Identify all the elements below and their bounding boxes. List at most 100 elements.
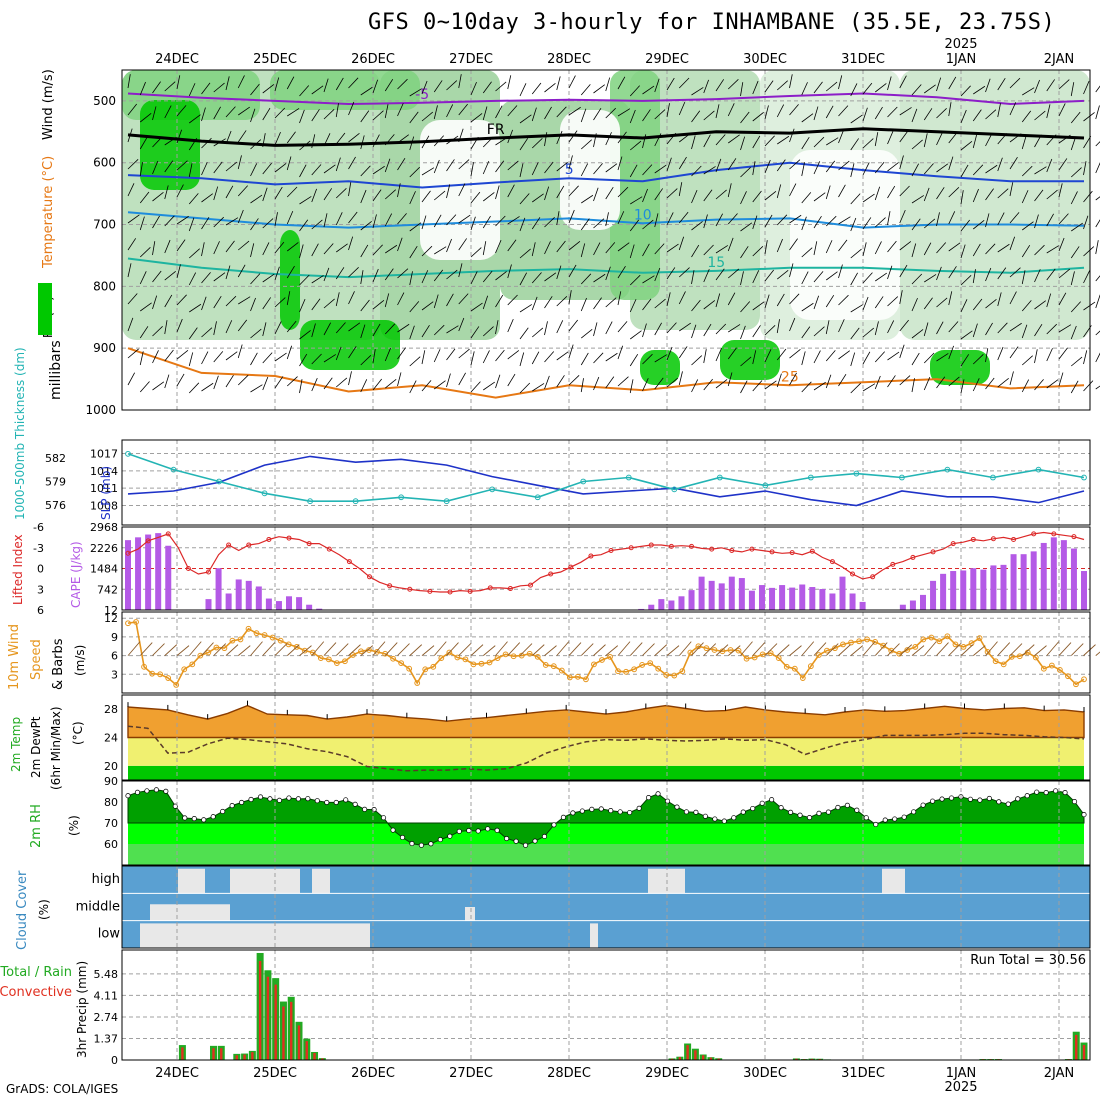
rh-point [608,808,614,814]
wind-barb [421,270,429,284]
wind-barb [911,378,915,393]
wind-barb [372,349,376,364]
cloud-clear-gap [590,923,598,948]
wind-barb [1058,237,1065,252]
wind-barb [862,296,869,311]
cape-bar [688,590,695,610]
wind-barb [850,304,863,313]
wind-barb [225,320,233,334]
wind-barb [495,239,502,254]
wind-barb [789,238,798,251]
cape-bar [215,568,222,610]
cloud-row-label: low [98,927,121,942]
wind-barb [519,304,533,313]
wind-barb [850,272,858,286]
wind-barb [850,382,861,394]
wind-barb [176,129,183,144]
wind-barb [409,245,418,259]
precip-convective-bar [313,1052,316,1060]
wind-barb [813,326,825,337]
surface-wind-barb [176,645,190,656]
wind-barb [703,134,711,148]
wind-barb [482,215,491,229]
wind-speed-line [127,621,1085,687]
wind-speed-line-point [703,645,710,652]
rh-point [570,810,576,816]
temperature-area [127,704,1085,739]
wind-barb [409,301,420,313]
wind-barb [372,134,380,148]
wind-barb [924,274,937,283]
wind-barb [323,377,333,390]
lifted-index-point [990,536,996,542]
wind-barb [152,191,164,202]
cape-bar [296,597,303,610]
wind-barb [299,353,308,367]
wind-barb [237,155,242,170]
wind-barb [397,157,406,171]
wind-barb [446,159,455,172]
wind-barb [360,220,372,231]
wind-barb [1083,270,1091,284]
rh-tick-label: 70 [104,817,118,830]
wind-barb [495,215,506,227]
wind-barb [936,297,948,308]
wind-barb [188,217,195,232]
wind-barb [335,346,342,361]
surface-wind-barb [188,641,202,656]
axis-label-2m-temp: 2m Temp [9,717,23,772]
wind-barb [213,138,226,147]
cape-bar [235,579,242,610]
wind-barb [899,264,908,278]
wind-speed-line-point [317,655,324,662]
rh-point [1024,793,1030,799]
wind-barb [838,373,847,387]
wind-barb [262,218,274,229]
pressure-tick-label: 700 [93,218,116,232]
wind-barb [323,322,332,336]
wind-barb [213,321,217,336]
wind-barb [360,165,371,177]
wind-barb [703,378,713,391]
rh-contour-area [280,230,300,330]
cape-bar [990,565,997,610]
wind-barb [997,77,1006,91]
cape-bar [779,585,786,610]
rh-point [522,842,529,848]
cape-tick-label: 742 [97,583,118,596]
cape-bar [909,600,916,610]
wind-barb [924,84,936,94]
wind-barb [887,106,898,118]
wind-barb [531,351,540,365]
wind-barb [642,85,655,95]
wind-barb [323,133,331,147]
wind-barb [1046,213,1054,227]
li-tick-label: 3 [37,583,44,596]
cape-bar [125,540,131,610]
axis-label-temperature: Temperature (°C) [41,156,56,269]
wind-barb [654,243,665,255]
wind-barb [887,240,897,253]
wind-barb [360,324,366,339]
wind-barb [189,114,201,124]
surface-wind-barb [274,643,288,656]
wind-barb [1058,103,1066,117]
thickness-line-point [807,474,814,481]
dewpoint-line [127,725,1085,772]
wind-barb [1021,300,1032,312]
cape-bar [809,587,816,610]
wind-barb [507,75,512,90]
li-tick-label: -3 [33,542,44,555]
wind-barb [544,106,552,120]
wind-barb [544,272,557,282]
wind-barb [482,295,489,310]
rh-point [579,808,585,814]
rh-point [182,815,188,821]
wind-barb [789,293,800,305]
wind-barb [715,347,722,362]
rh-point [295,796,301,802]
wind-barb [654,322,662,336]
wind-barb [519,114,532,124]
wind-barb [789,348,801,359]
wind-speed-line-point [165,675,172,681]
